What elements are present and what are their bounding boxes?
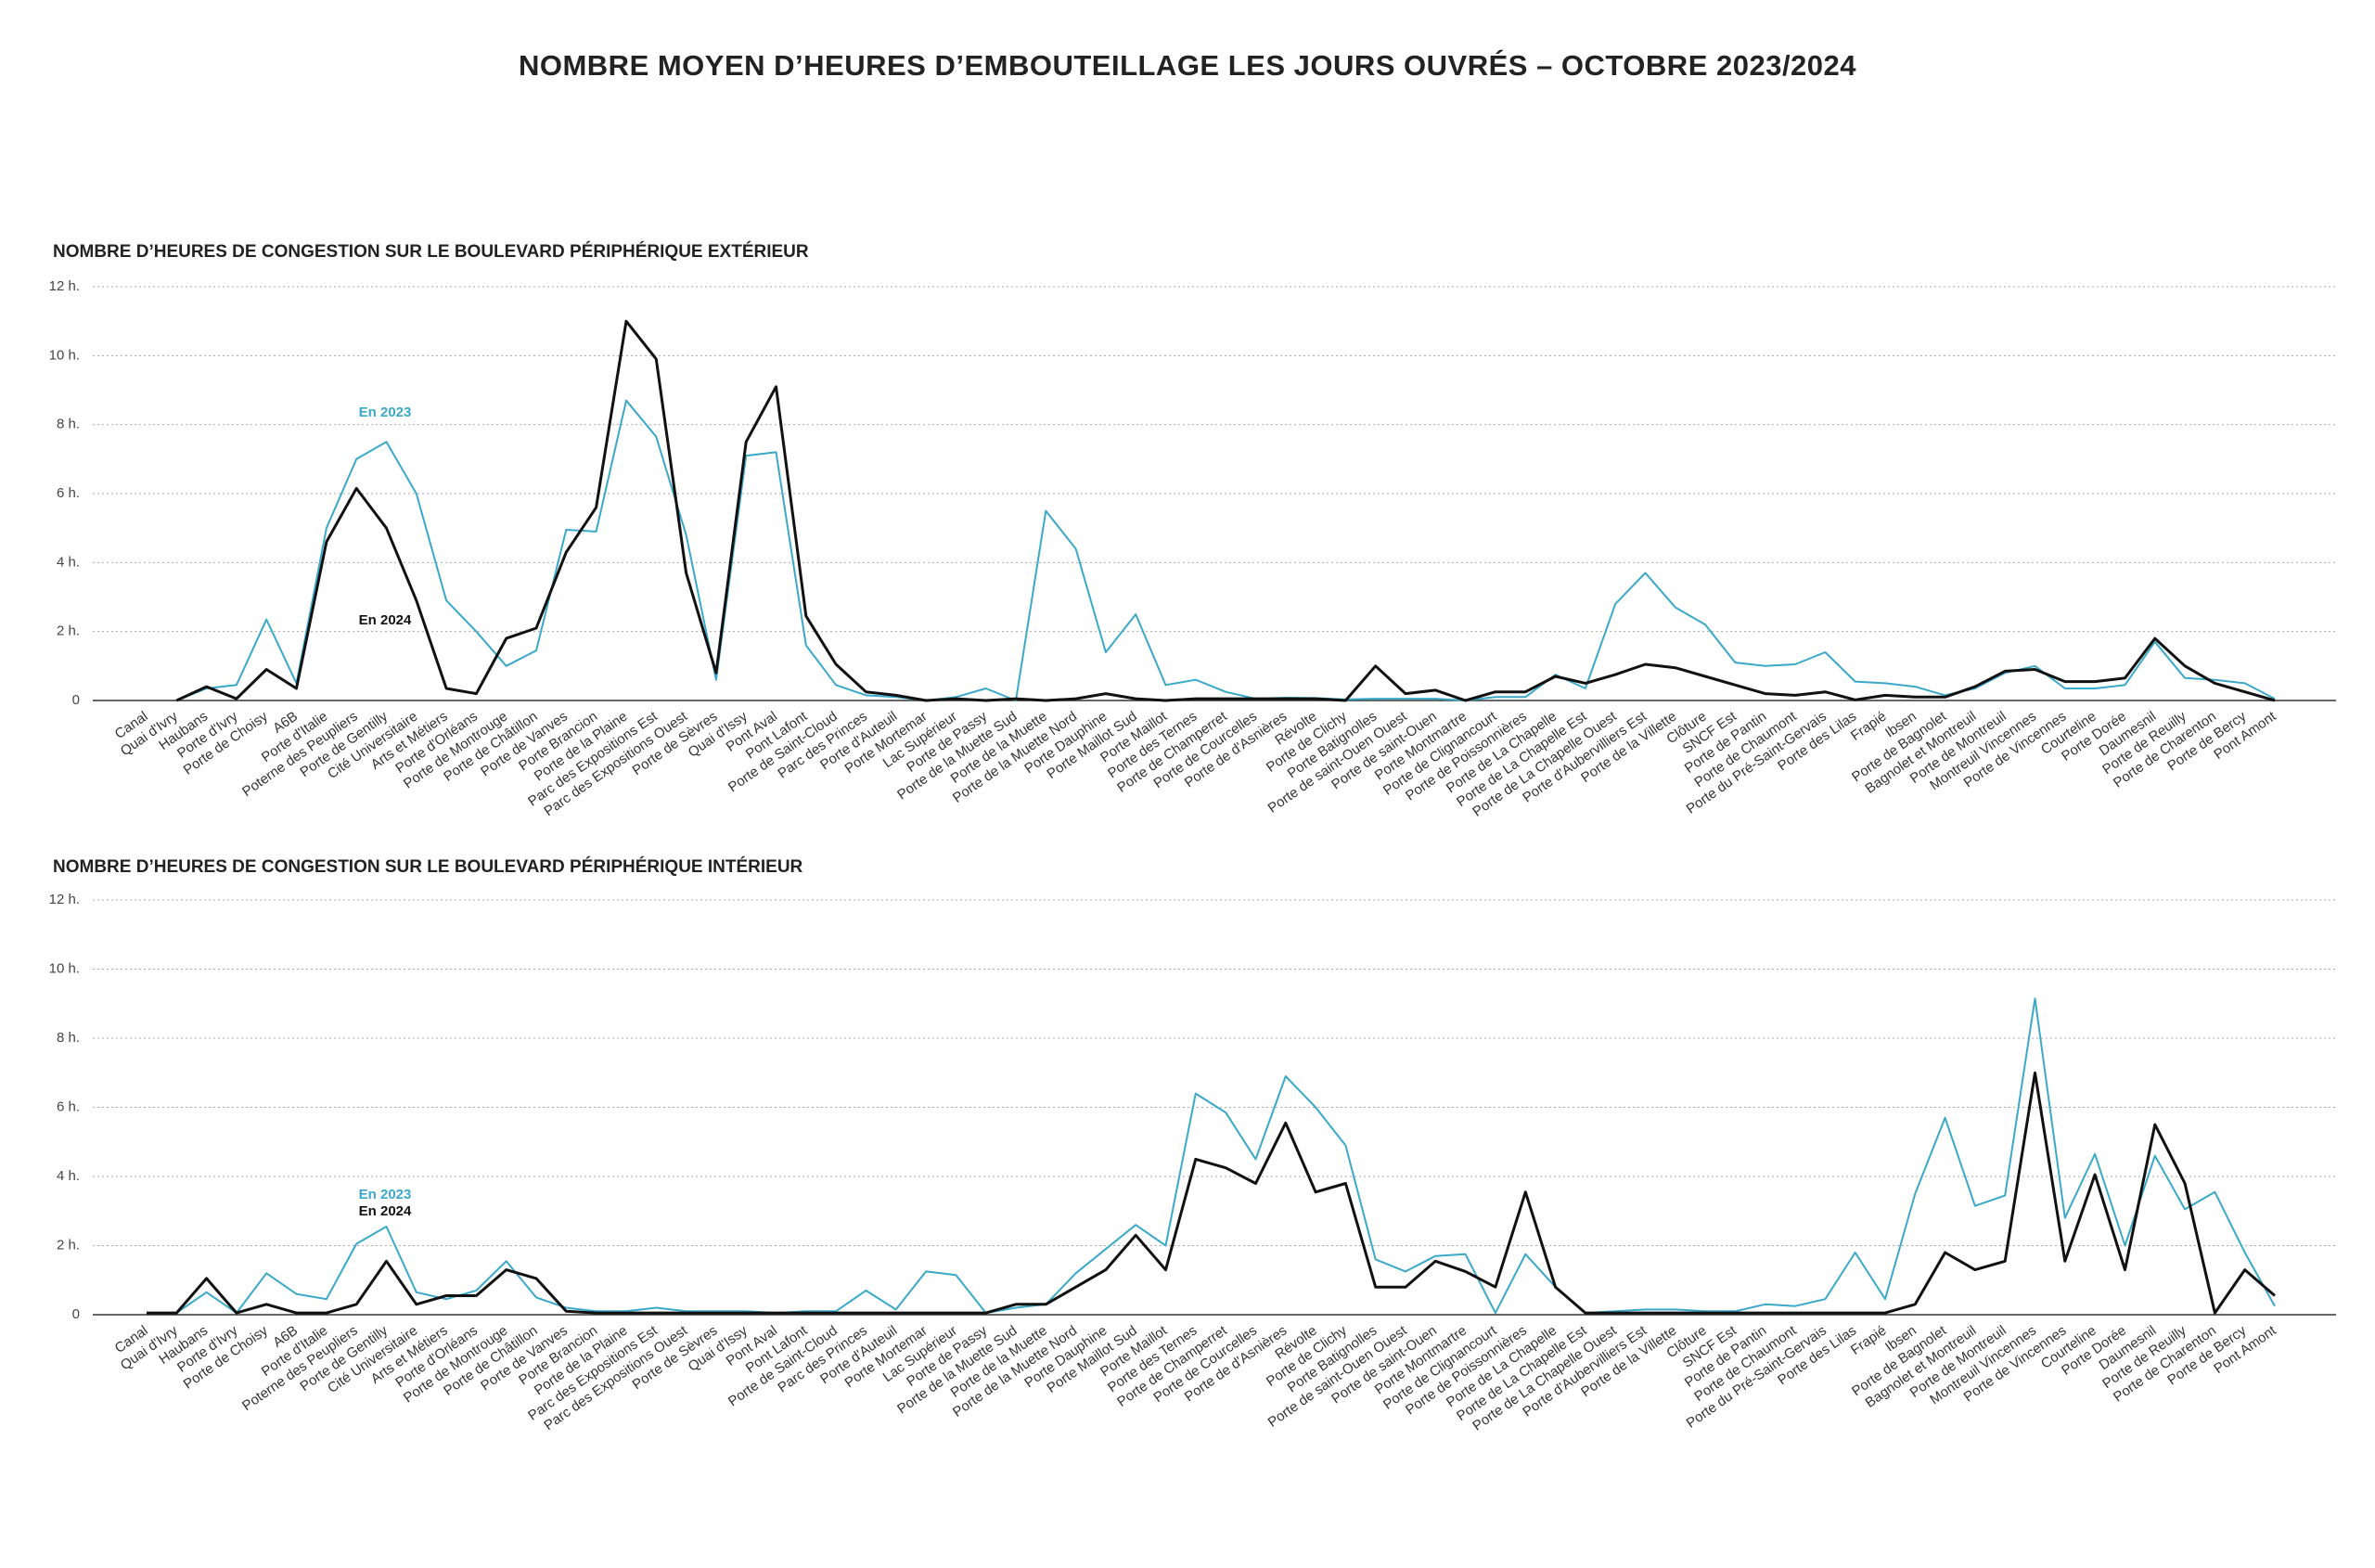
y-tick-label: 4 h. bbox=[57, 1168, 80, 1184]
series-label: En 2024 bbox=[359, 612, 412, 628]
series-label: En 2023 bbox=[359, 1187, 412, 1202]
y-tick-label: 10 h. bbox=[49, 960, 80, 976]
y-tick-label: 2 h. bbox=[57, 623, 80, 639]
y-tick-label: 4 h. bbox=[57, 554, 80, 570]
series-line bbox=[147, 1071, 2276, 1315]
series-label: En 2024 bbox=[359, 1203, 412, 1219]
y-tick-label: 6 h. bbox=[57, 1099, 80, 1114]
y-tick-label: 0 bbox=[72, 692, 80, 708]
y-tick-label: 8 h. bbox=[57, 1030, 80, 1046]
y-tick-label: 10 h. bbox=[49, 347, 80, 363]
series-line bbox=[175, 399, 2276, 701]
y-tick-label: 6 h. bbox=[57, 485, 80, 501]
y-tick-label: 8 h. bbox=[57, 417, 80, 432]
x-tick-label: Frapié bbox=[1848, 1323, 1890, 1358]
y-tick-label: 0 bbox=[72, 1306, 80, 1322]
y-tick-label: 2 h. bbox=[57, 1237, 80, 1253]
y-tick-label: 12 h. bbox=[49, 278, 80, 294]
chart-title: NOMBRE D’HEURES DE CONGESTION SUR LE BOU… bbox=[53, 856, 803, 877]
series-line bbox=[147, 997, 2276, 1315]
series-label: En 2023 bbox=[359, 405, 412, 420]
chart-title: NOMBRE D’HEURES DE CONGESTION SUR LE BOU… bbox=[53, 241, 809, 262]
x-tick-label: Frapié bbox=[1848, 709, 1890, 744]
series-line bbox=[175, 319, 2276, 702]
page-title: NOMBRE MOYEN D’HEURES D’EMBOUTEILLAGE LE… bbox=[519, 49, 1856, 82]
y-tick-label: 12 h. bbox=[49, 892, 80, 907]
